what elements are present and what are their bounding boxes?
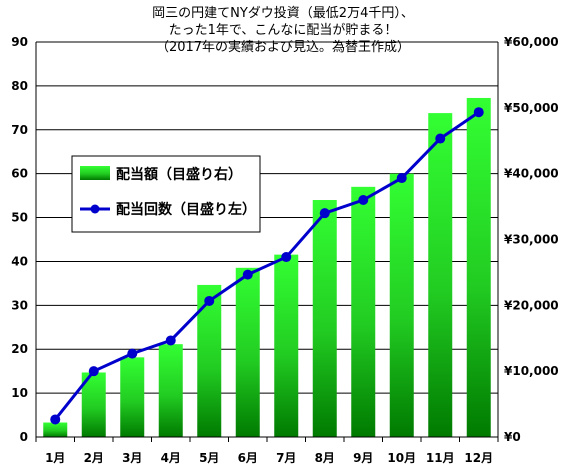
line-point [127,348,138,359]
legend-line-label: 配当回数（目盛り左） [116,201,256,218]
line-point [396,173,407,184]
category-label: 7月 [276,451,296,465]
left-tick-label: 40 [11,254,28,268]
category-label: 2月 [84,451,104,465]
category-label: 4月 [161,451,181,465]
left-tick-label: 70 [11,123,28,137]
line-point [88,366,99,377]
line-point [435,133,446,144]
bar [43,422,68,437]
left-tick-label: 80 [11,79,28,93]
category-label: 5月 [199,451,219,465]
right-axis-ticks: ¥0 ¥10,000 ¥20,000 ¥30,000 ¥40,000 ¥50,000 ¥60… [504,35,559,444]
right-tick-label: ¥30,000 [504,233,559,247]
category-label: 8月 [315,451,335,465]
left-axis-ticks: 0 10 20 30 40 50 60 70 80 90 [11,35,28,444]
line-point [473,107,484,118]
left-tick-label: 0 [20,430,28,444]
category-label: 9月 [353,451,373,465]
bar [466,97,491,437]
line-point [242,269,253,280]
right-tick-label: ¥20,000 [504,298,559,312]
left-tick-label: 60 [11,167,28,181]
chart-title: 岡三の円建てNYダウ投資（最低2万4千円）、たった1年で、こんなに配当が貯まる！… [152,5,414,55]
bar [312,200,337,437]
right-tick-label: ¥60,000 [504,35,559,49]
category-label: 12月 [464,451,493,465]
line-point [204,295,215,306]
right-tick-label: ¥40,000 [504,167,559,181]
left-tick-label: 20 [11,342,28,356]
bar [158,344,183,437]
category-label: 6月 [238,451,258,465]
bar [389,173,414,437]
legend-bar-label: 配当額（目盛り右） [116,166,242,183]
bar [274,254,299,437]
bar [428,113,453,437]
bar-series [43,97,491,437]
category-label: 1月 [45,451,65,465]
bar [351,186,376,437]
bar [235,267,260,437]
line-point [165,335,176,346]
left-tick-label: 30 [11,298,28,312]
left-tick-label: 50 [11,211,28,225]
line-point [319,208,330,219]
legend-line-marker [90,204,100,214]
category-labels: 1月 2月 3月 4月 5月 6月 7月 8月 9月 10月 11月 12月 [45,451,493,465]
line-point [281,252,292,263]
left-tick-label: 90 [11,35,28,49]
right-tick-label: ¥10,000 [504,364,559,378]
right-tick-label: ¥0 [504,430,521,444]
chart-title-line: （2017年の実績および見込。為替王作成） [156,39,410,55]
axes [35,42,499,442]
chart-title-line: 岡三の円建てNYダウ投資（最低2万4千円）、 [152,5,414,21]
category-label: 11月 [426,451,455,465]
line-path [54,110,480,421]
category-label: 10月 [387,451,416,465]
line-series [50,107,484,425]
bar [120,357,145,437]
line-point [50,414,61,425]
left-tick-label: 10 [11,386,28,400]
legend-bar-swatch [80,166,110,180]
right-tick-label: ¥50,000 [504,101,559,115]
legend: 配当額（目盛り右） 配当回数（目盛り左） [71,155,261,233]
category-label: 3月 [122,451,142,465]
line-point [358,195,369,205]
chart-title-line: たった1年で、こんなに配当が貯まる！ [169,23,398,38]
